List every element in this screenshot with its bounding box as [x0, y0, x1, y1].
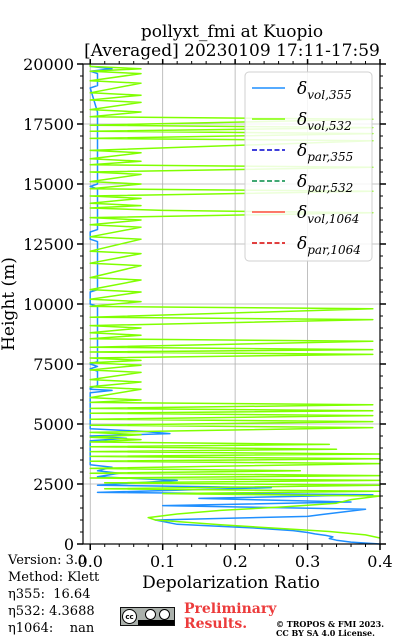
legend-label: δvol,1064: [297, 203, 359, 226]
y-tick-label: 15000: [23, 175, 74, 194]
y-tick-label: 12500: [23, 235, 74, 254]
eta355-label: η355:: [8, 587, 45, 602]
version-text: Version: 3.0: [8, 553, 87, 568]
y-tick-label: 7500: [33, 355, 74, 374]
license-badge-band: [138, 620, 174, 625]
x-tick-label: 0.0: [78, 552, 103, 571]
eta355-value: 16.64: [53, 587, 91, 602]
eta532-value: 4.3688: [49, 604, 95, 619]
x-tick-label: 0.2: [222, 552, 247, 571]
y-tick-label: 0: [64, 535, 74, 554]
x-tick-label: 0.4: [367, 552, 392, 571]
eta532-label: η532:: [8, 604, 45, 619]
attribution-icon: [145, 609, 156, 620]
legend-label: δpar,1064: [297, 234, 361, 257]
cc-logo-icon: cc: [122, 609, 137, 624]
legend-label: δvol,532: [297, 110, 352, 133]
cc-license-badge: cc: [120, 607, 175, 626]
chart-subtitle: [Averaged] 20230109 17:11-17:59: [84, 41, 380, 61]
grid: [83, 63, 381, 545]
x-axis-label: Depolarization Ratio: [142, 573, 320, 593]
x-tick-label: 0.1: [150, 552, 175, 571]
eta1064-label: η1064:: [8, 621, 54, 636]
retrieval-notes: Version: 3.0 Method: Klett η355: 16.64 η…: [8, 552, 99, 637]
eta1064-value: nan: [69, 621, 95, 636]
share-alike-icon: [159, 609, 170, 620]
series-line-1: [89, 64, 381, 539]
ticks: 0.0 0.1 0.2 0.3 0.4 0 2500 5000 7500 10000 12500 15…: [23, 55, 393, 571]
copyright-notice: © TROPOS & FMI 2023. CC BY SA 4.0 Licens…: [276, 620, 384, 638]
copyright-line-2: CC BY SA 4.0 License.: [276, 628, 375, 638]
preliminary-line-2: Results.: [184, 616, 248, 632]
legend-label: δpar,532: [297, 172, 353, 195]
x-tick-label: 0.3: [295, 552, 320, 571]
legend-label: δvol,355: [297, 79, 352, 102]
y-axis-label: Height (m): [0, 257, 19, 351]
preliminary-notice: Preliminary Results.: [184, 602, 276, 632]
series-layer: [89, 64, 381, 545]
y-tick-label: 10000: [23, 295, 74, 314]
legend-label: δpar,355: [297, 141, 353, 164]
chart-title: pollyxt_fmi at Kuopio: [140, 22, 324, 42]
legend: δvol,355 δvol,532 δpar,355 δpar,532 δvol,106…: [244, 71, 373, 262]
copyright-line-1: © TROPOS & FMI 2023.: [276, 619, 385, 629]
y-tick-label: 2500: [33, 475, 74, 494]
preliminary-line-1: Preliminary: [184, 601, 277, 617]
y-tick-label: 17500: [23, 115, 74, 134]
method-text: Method: Klett: [8, 570, 100, 585]
y-tick-label: 5000: [33, 415, 74, 434]
y-tick-label: 20000: [23, 55, 74, 74]
